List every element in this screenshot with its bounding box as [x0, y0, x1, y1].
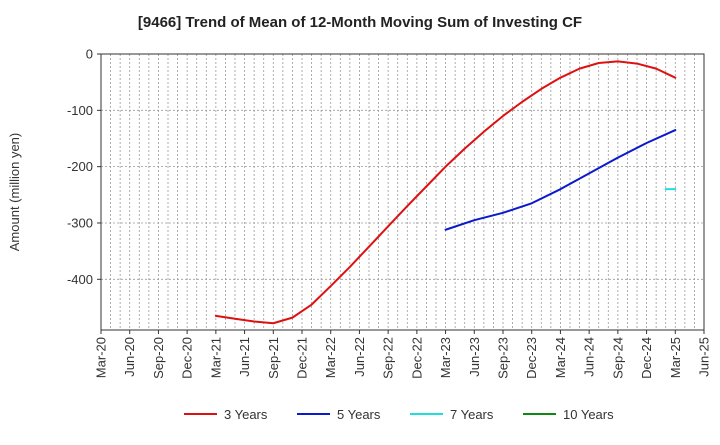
y-tick-label: -100: [67, 103, 93, 118]
x-tick-label: Mar-25: [668, 337, 683, 378]
x-tick-label: Dec-22: [409, 337, 424, 379]
x-tick-label: Sep-20: [151, 337, 166, 379]
legend-label: 7 Years: [450, 407, 494, 422]
legend-label: 3 Years: [224, 407, 268, 422]
legend: 3 Years 5 Years 7 Years 10 Years: [184, 407, 614, 422]
x-tick-label: Mar-23: [438, 337, 453, 378]
x-tick-label: Sep-23: [496, 337, 511, 379]
legend-label: 5 Years: [337, 407, 381, 422]
legend-label: 10 Years: [563, 407, 614, 422]
grid-layer: [101, 54, 704, 330]
x-tick-label: Jun-20: [122, 337, 137, 377]
x-tick-label: Jun-22: [352, 337, 367, 377]
x-tick-label: Jun-23: [467, 337, 482, 377]
x-tick-label: Jun-25: [697, 337, 712, 377]
y-tick-label: 0: [86, 47, 93, 62]
x-tick-label: Sep-21: [266, 337, 281, 379]
x-tick-label: Dec-21: [295, 337, 310, 379]
series-line-5-years: [444, 129, 677, 231]
x-tick-label: Mar-22: [323, 337, 338, 378]
chart-title: [9466] Trend of Mean of 12-Month Moving …: [137, 14, 583, 31]
x-tick-label: Dec-23: [524, 337, 539, 379]
x-tick-label: Sep-22: [381, 337, 396, 379]
axis-layer: 0 -100 -200 -300 -400 Mar-20 Jun-20 Sep-20 Dec-2…: [67, 47, 712, 379]
series-layer: [214, 60, 677, 325]
y-tick-label: -300: [67, 215, 93, 230]
x-tick-label: Dec-24: [639, 337, 654, 379]
x-tick-label: Mar-20: [94, 337, 109, 378]
y-axis-label: Amount (million yen): [7, 133, 22, 252]
plot-area: [100, 53, 705, 331]
series-line-3-years: [214, 60, 677, 325]
x-tick-label: Dec-20: [180, 337, 195, 379]
x-tick-label: Sep-24: [610, 337, 625, 379]
x-tick-label: Jun-21: [237, 337, 252, 377]
x-tick-label: Mar-21: [208, 337, 223, 378]
x-tick-label: Jun-24: [582, 337, 597, 377]
x-tick-label: Mar-24: [553, 337, 568, 378]
y-tick-label: -200: [67, 159, 93, 174]
y-tick-label: -400: [67, 272, 93, 287]
